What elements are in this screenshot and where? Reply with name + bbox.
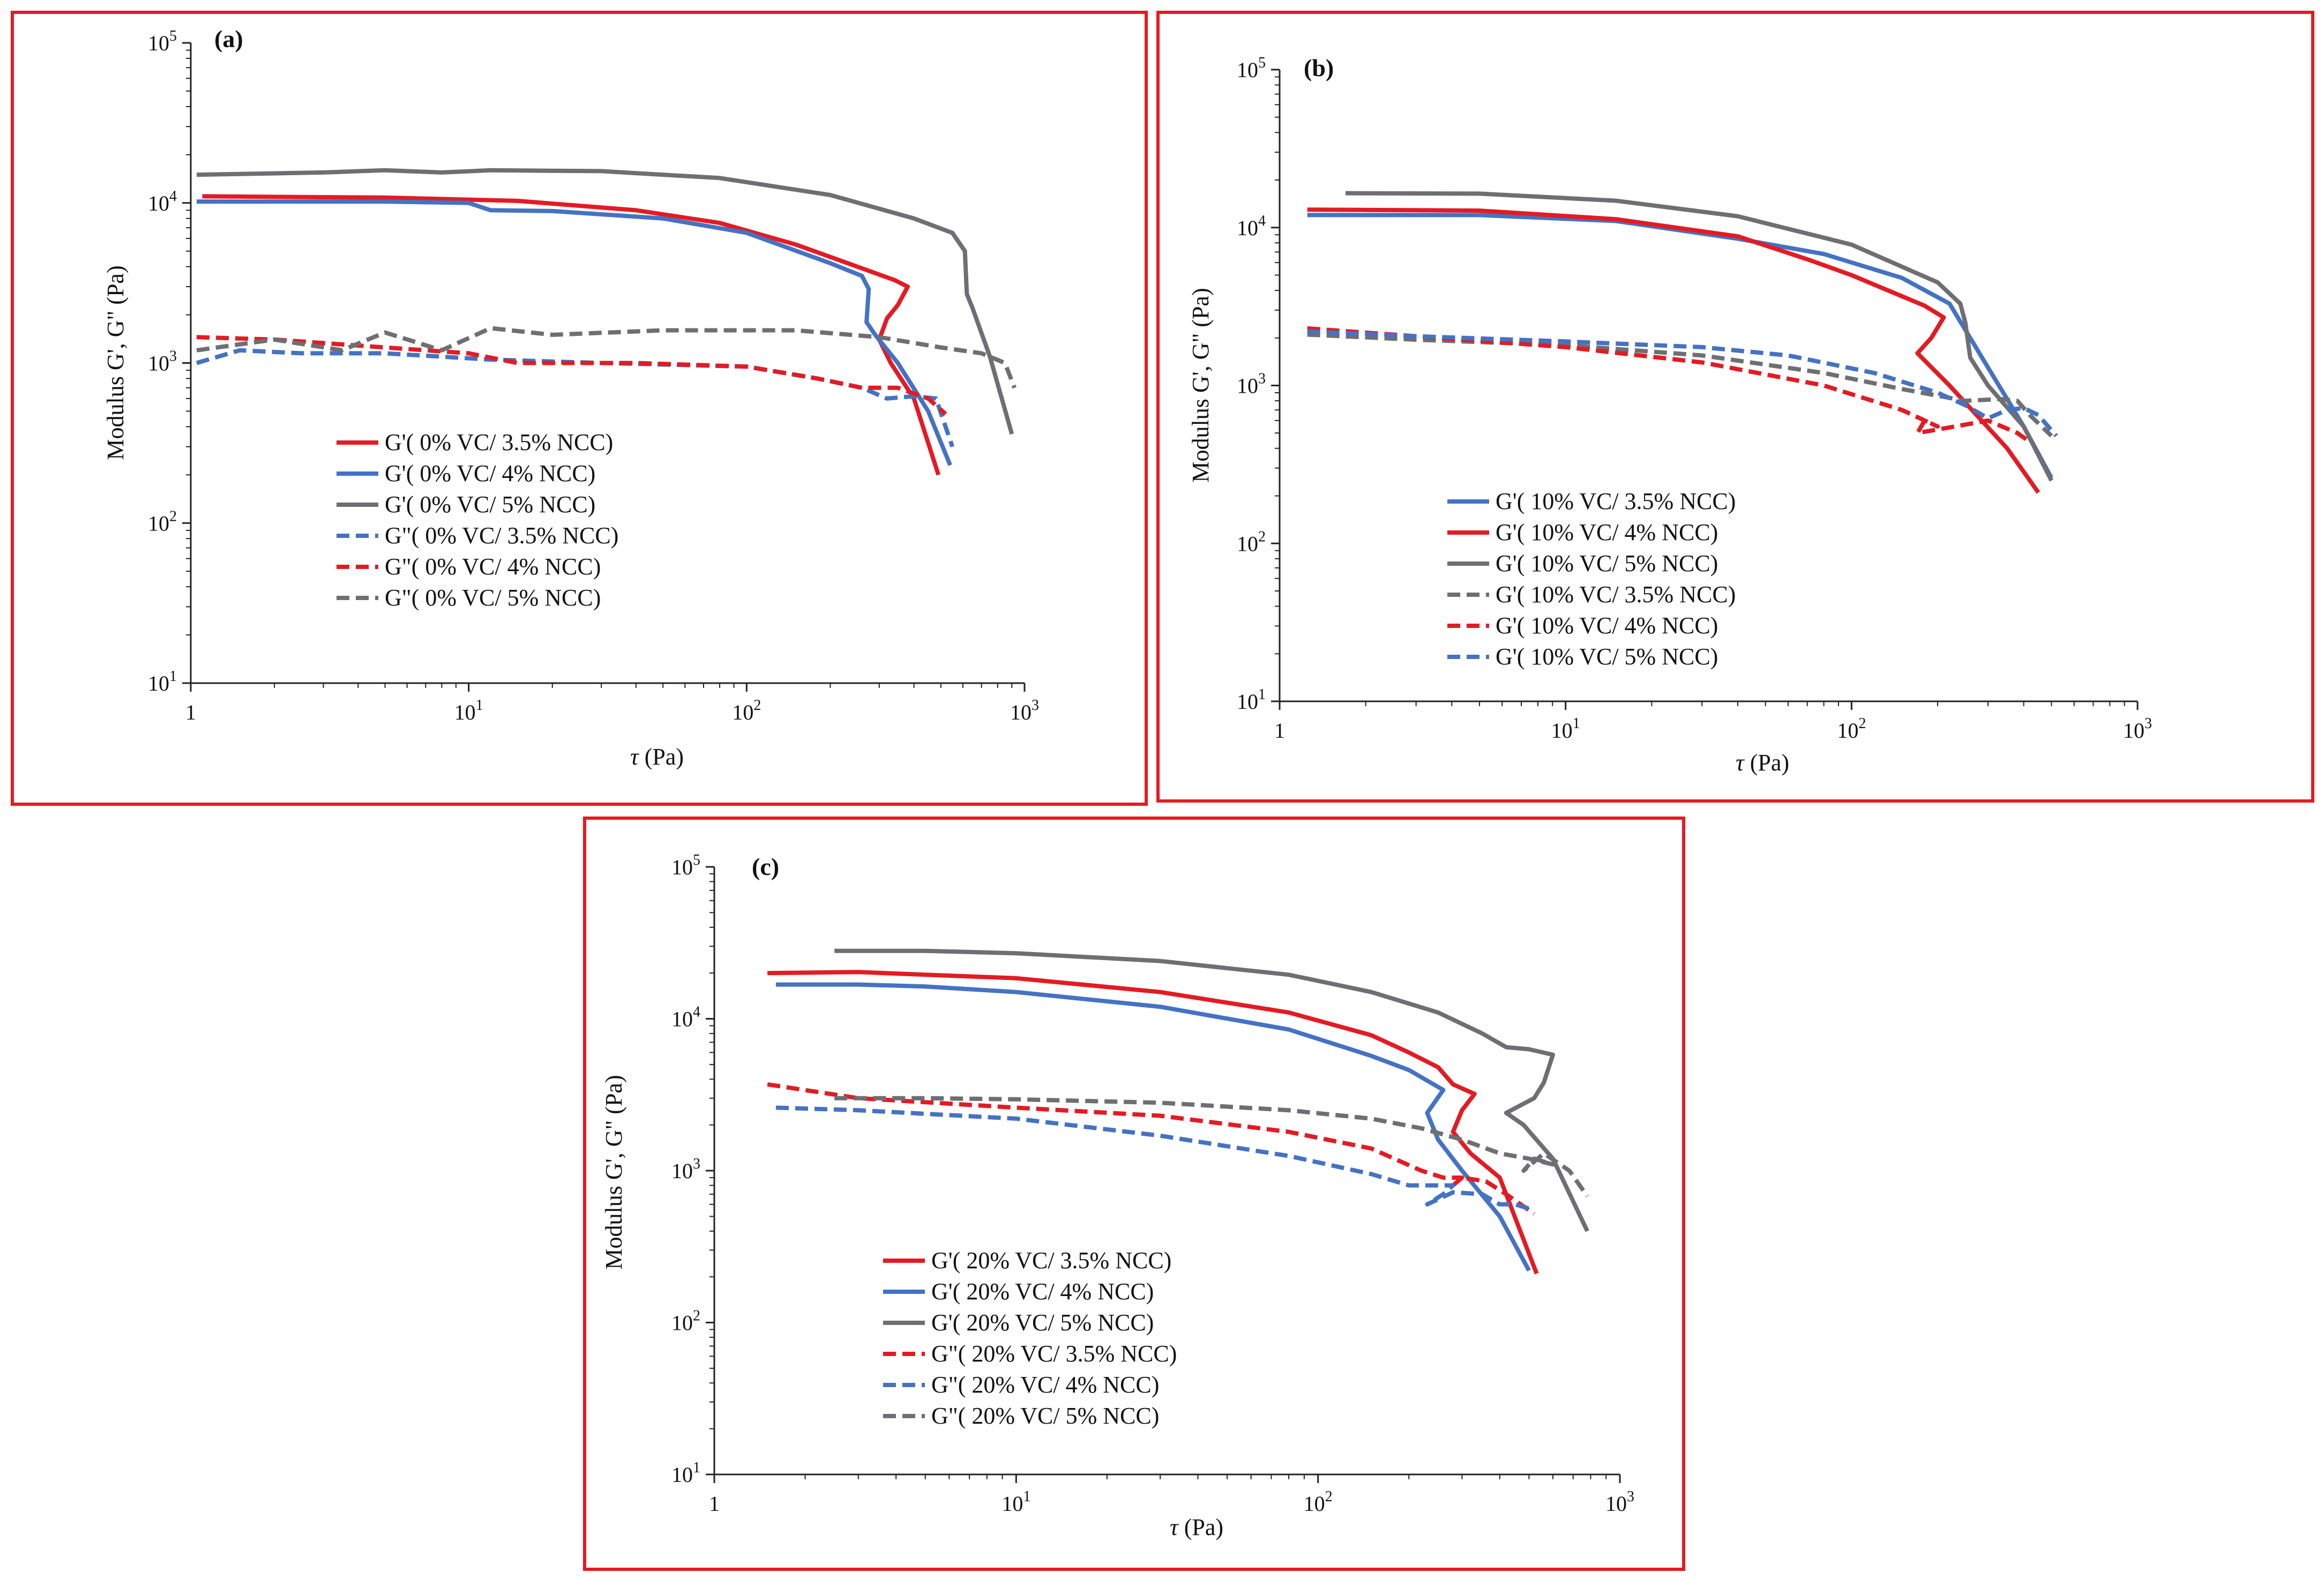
y-axis-title: Modulus G', G" (Pa)	[102, 265, 129, 460]
legend-item-label: G'( 20% VC/ 5% NCC)	[931, 1309, 1154, 1336]
series-line-3	[1345, 191, 2053, 482]
y-tick-label: 105	[1237, 55, 1266, 82]
series-line-6	[834, 1096, 1589, 1197]
series-line-1	[1307, 213, 2053, 479]
series-line-1	[767, 970, 1539, 1275]
series-line-6	[196, 326, 1017, 389]
series-line-5	[1307, 326, 2031, 444]
y-tick-label: 102	[671, 1308, 700, 1335]
legend-item-label: G"( 20% VC/ 5% NCC)	[931, 1403, 1159, 1429]
legend-item-label: G'( 0% VC/ 5% NCC)	[385, 491, 595, 518]
x-axis-title: τ (Pa)	[630, 744, 684, 770]
legend-item-label: G"( 0% VC/ 3.5% NCC)	[385, 522, 618, 549]
y-tick-label: 103	[1237, 371, 1266, 398]
legend-item-label: G'( 10% VC/ 4% NCC)	[1496, 519, 1718, 545]
x-tick-label: 101	[1551, 715, 1580, 743]
y-axis-title: Modulus G', G" (Pa)	[1187, 288, 1214, 482]
legend-item-label: G'( 20% VC/ 3.5% NCC)	[931, 1247, 1171, 1274]
legend-item-label: G'( 10% VC/ 4% NCC)	[1496, 612, 1718, 639]
series-line-2	[776, 982, 1531, 1272]
x-tick-label: 103	[2123, 715, 2152, 743]
x-tick-label: 1	[709, 1492, 720, 1516]
panel-frame-b	[1156, 11, 2314, 803]
y-tick-label: 101	[148, 668, 177, 695]
series-line-6	[1307, 329, 2058, 438]
y-tick-label: 104	[671, 1004, 700, 1031]
legend-item-label: G"( 0% VC/ 5% NCC)	[385, 585, 601, 611]
legend-item-label: G"( 20% VC/ 3.5% NCC)	[931, 1341, 1177, 1367]
x-tick-label: 101	[454, 697, 483, 724]
series-line-5	[775, 1105, 1535, 1212]
series-line-3	[834, 948, 1589, 1232]
x-axis-title: τ (Pa)	[1170, 1514, 1223, 1540]
x-tick-label: 102	[1304, 1488, 1333, 1516]
x-tick-label: 103	[1010, 697, 1039, 724]
y-tick-label: 104	[148, 188, 177, 215]
legend-item-label: G'( 10% VC/ 5% NCC)	[1496, 550, 1718, 576]
legend-item-label: G'( 0% VC/ 4% NCC)	[385, 460, 595, 486]
series-line-3	[196, 168, 1014, 435]
y-tick-label: 103	[148, 348, 177, 376]
x-tick-label: 1	[1274, 718, 1285, 743]
panel-frame-a	[11, 11, 1148, 806]
y-tick-label: 102	[1237, 528, 1266, 556]
panel-label: (a)	[214, 25, 243, 53]
y-tick-label: 101	[671, 1459, 700, 1487]
y-tick-label: 103	[671, 1156, 700, 1183]
x-tick-label: 103	[1605, 1488, 1634, 1516]
legend-item-label: G'( 0% VC/ 3.5% NCC)	[385, 429, 613, 455]
legend-item-label: G"( 20% VC/ 4% NCC)	[931, 1372, 1159, 1398]
x-tick-label: 1	[185, 700, 196, 724]
series-line-2	[1307, 207, 2041, 494]
x-tick-label: 101	[1002, 1488, 1030, 1516]
legend-item-label: G'( 10% VC/ 3.5% NCC)	[1496, 581, 1736, 608]
legend-item-label: G'( 20% VC/ 4% NCC)	[931, 1278, 1154, 1305]
y-tick-label: 105	[148, 28, 177, 55]
legend-item-label: G"( 0% VC/ 4% NCC)	[385, 553, 601, 580]
x-tick-label: 102	[732, 697, 761, 724]
legend-item-label: G'( 10% VC/ 3.5% NCC)	[1496, 488, 1736, 514]
y-tick-label: 101	[1237, 686, 1266, 714]
series-line-2	[197, 199, 952, 466]
legend-item-label: G'( 10% VC/ 5% NCC)	[1496, 643, 1718, 670]
y-tick-label: 102	[148, 508, 177, 535]
series-line-4	[767, 1082, 1536, 1216]
y-tick-label: 104	[1237, 213, 1266, 240]
series-line-4	[1307, 332, 2053, 438]
x-axis-title: τ (Pa)	[1736, 750, 1789, 776]
y-axis-title: Modulus G', G" (Pa)	[601, 1075, 627, 1269]
y-tick-label: 105	[671, 852, 700, 879]
panel-label: (b)	[1304, 54, 1334, 81]
x-tick-label: 102	[1837, 715, 1866, 743]
series-line-1	[202, 194, 941, 476]
panel-label: (c)	[752, 853, 779, 880]
